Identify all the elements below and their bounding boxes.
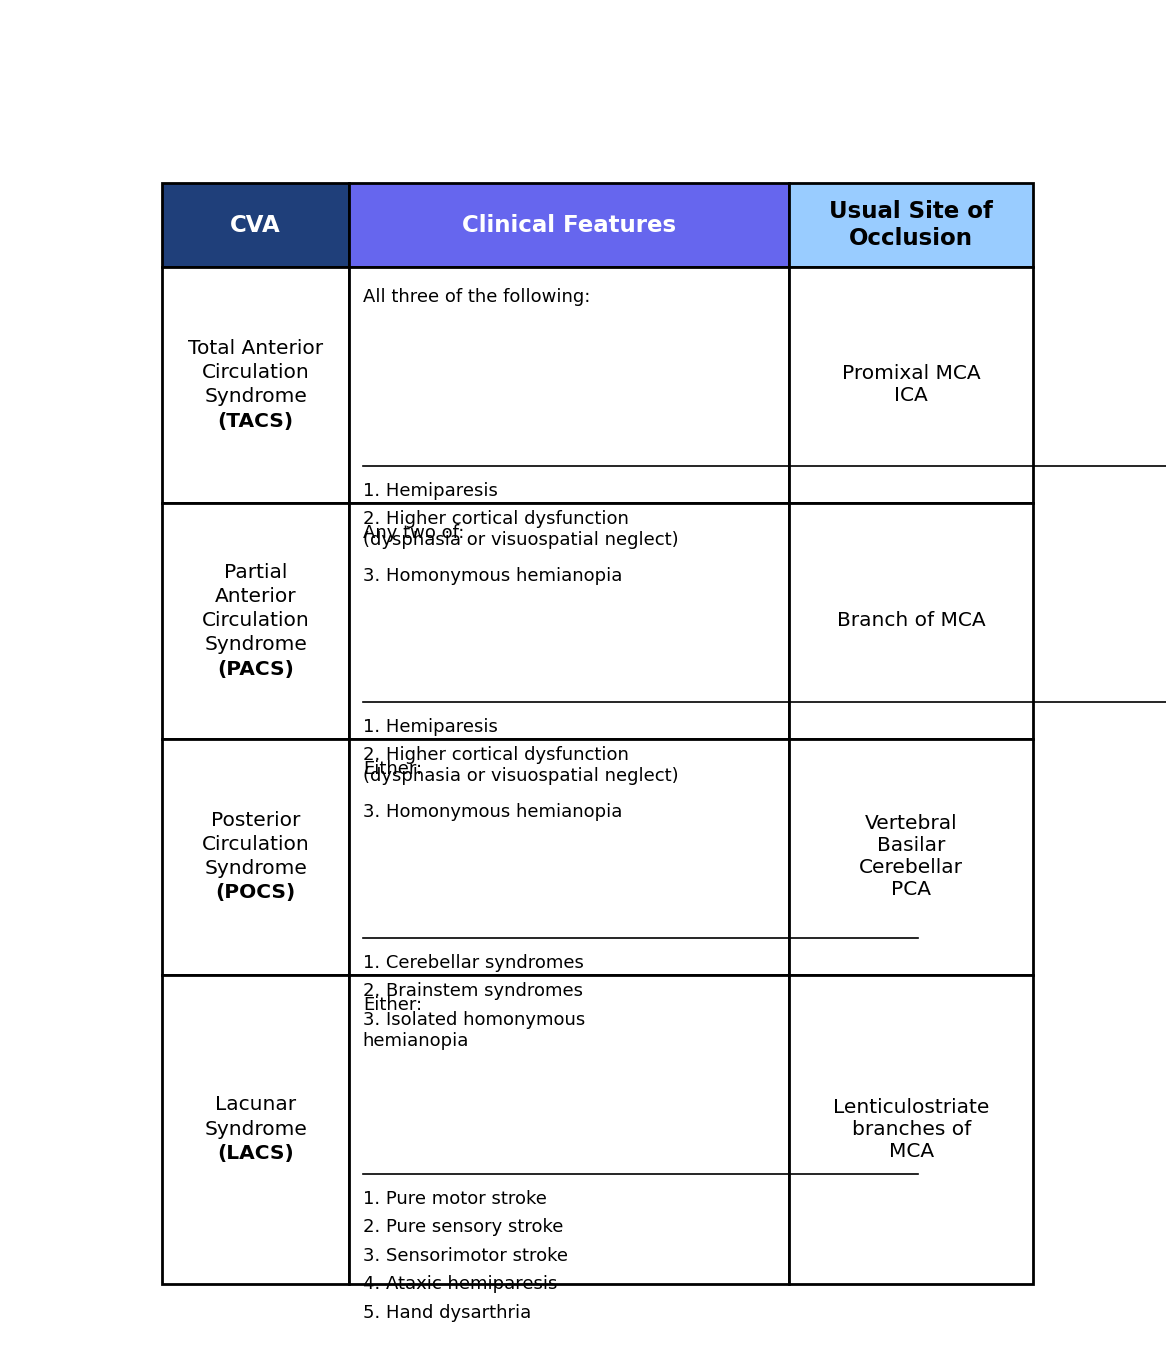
Text: 2. Higher cortical dysfunction
(dysphasia or visuospatial neglect): 2. Higher cortical dysfunction (dysphasi…	[363, 511, 679, 549]
Text: Posterior: Posterior	[211, 811, 301, 830]
Text: Total Anterior: Total Anterior	[188, 338, 323, 358]
Bar	[789, 184, 1033, 267]
Bar	[350, 974, 789, 1284]
Text: Lacunar: Lacunar	[215, 1096, 296, 1114]
Bar	[789, 974, 1033, 1284]
Text: Anterior: Anterior	[215, 586, 296, 606]
Bar	[162, 738, 350, 974]
Bar	[162, 184, 350, 267]
Bar	[162, 503, 350, 738]
Text: Either:: Either:	[363, 996, 422, 1014]
Text: Clinical Features: Clinical Features	[462, 214, 676, 237]
Text: 5. Hand dysarthria: 5. Hand dysarthria	[363, 1304, 531, 1322]
Text: All three of the following:: All three of the following:	[363, 288, 590, 306]
Text: Either:: Either:	[363, 760, 422, 778]
Text: 1. Hemiparesis: 1. Hemiparesis	[363, 482, 498, 500]
Text: Circulation: Circulation	[202, 363, 309, 382]
Text: (LACS): (LACS)	[217, 1144, 294, 1163]
Bar	[789, 267, 1033, 503]
Text: (POCS): (POCS)	[216, 884, 296, 903]
Text: 3. Homonymous hemianopia: 3. Homonymous hemianopia	[363, 567, 623, 585]
Text: Syndrome: Syndrome	[204, 1119, 307, 1138]
Bar	[350, 267, 789, 503]
Text: Promixal MCA
ICA: Promixal MCA ICA	[842, 364, 981, 406]
Text: 3. Homonymous hemianopia: 3. Homonymous hemianopia	[363, 803, 623, 822]
Bar	[350, 738, 789, 974]
Text: Branch of MCA: Branch of MCA	[837, 611, 985, 630]
Text: Circulation: Circulation	[202, 611, 309, 630]
Text: Partial: Partial	[224, 563, 287, 582]
Text: 1. Hemiparesis: 1. Hemiparesis	[363, 718, 498, 736]
Text: 4. Ataxic hemiparesis: 4. Ataxic hemiparesis	[363, 1275, 557, 1293]
Text: 3. Isolated homonymous
hemianopia: 3. Isolated homonymous hemianopia	[363, 1011, 585, 1049]
Bar	[162, 974, 350, 1284]
Text: Lenticulostriate
branches of
MCA: Lenticulostriate branches of MCA	[833, 1097, 990, 1160]
Text: 2. Higher cortical dysfunction
(dysphasia or visuospatial neglect): 2. Higher cortical dysfunction (dysphasi…	[363, 747, 679, 785]
Text: 2. Brainstem syndromes: 2. Brainstem syndromes	[363, 982, 583, 1000]
Text: Syndrome: Syndrome	[204, 388, 307, 407]
Text: 1. Pure motor stroke: 1. Pure motor stroke	[363, 1189, 547, 1208]
Text: CVA: CVA	[231, 214, 281, 237]
Text: Syndrome: Syndrome	[204, 859, 307, 878]
Text: (TACS): (TACS)	[218, 411, 294, 430]
Text: Usual Site of
Occlusion: Usual Site of Occlusion	[829, 200, 993, 249]
Bar	[162, 267, 350, 503]
Text: Circulation: Circulation	[202, 834, 309, 854]
Text: Any two of:: Any two of:	[363, 523, 464, 541]
Bar	[350, 503, 789, 738]
Bar	[789, 503, 1033, 738]
Text: 2. Pure sensory stroke: 2. Pure sensory stroke	[363, 1218, 563, 1236]
Bar	[350, 184, 789, 267]
Text: 3. Sensorimotor stroke: 3. Sensorimotor stroke	[363, 1247, 568, 1265]
Text: Vertebral
Basilar
Cerebellar
PCA: Vertebral Basilar Cerebellar PCA	[859, 814, 963, 899]
Text: 1. Cerebellar syndromes: 1. Cerebellar syndromes	[363, 954, 584, 971]
Text: Syndrome: Syndrome	[204, 636, 307, 655]
Bar	[789, 738, 1033, 974]
Text: (PACS): (PACS)	[217, 660, 294, 678]
